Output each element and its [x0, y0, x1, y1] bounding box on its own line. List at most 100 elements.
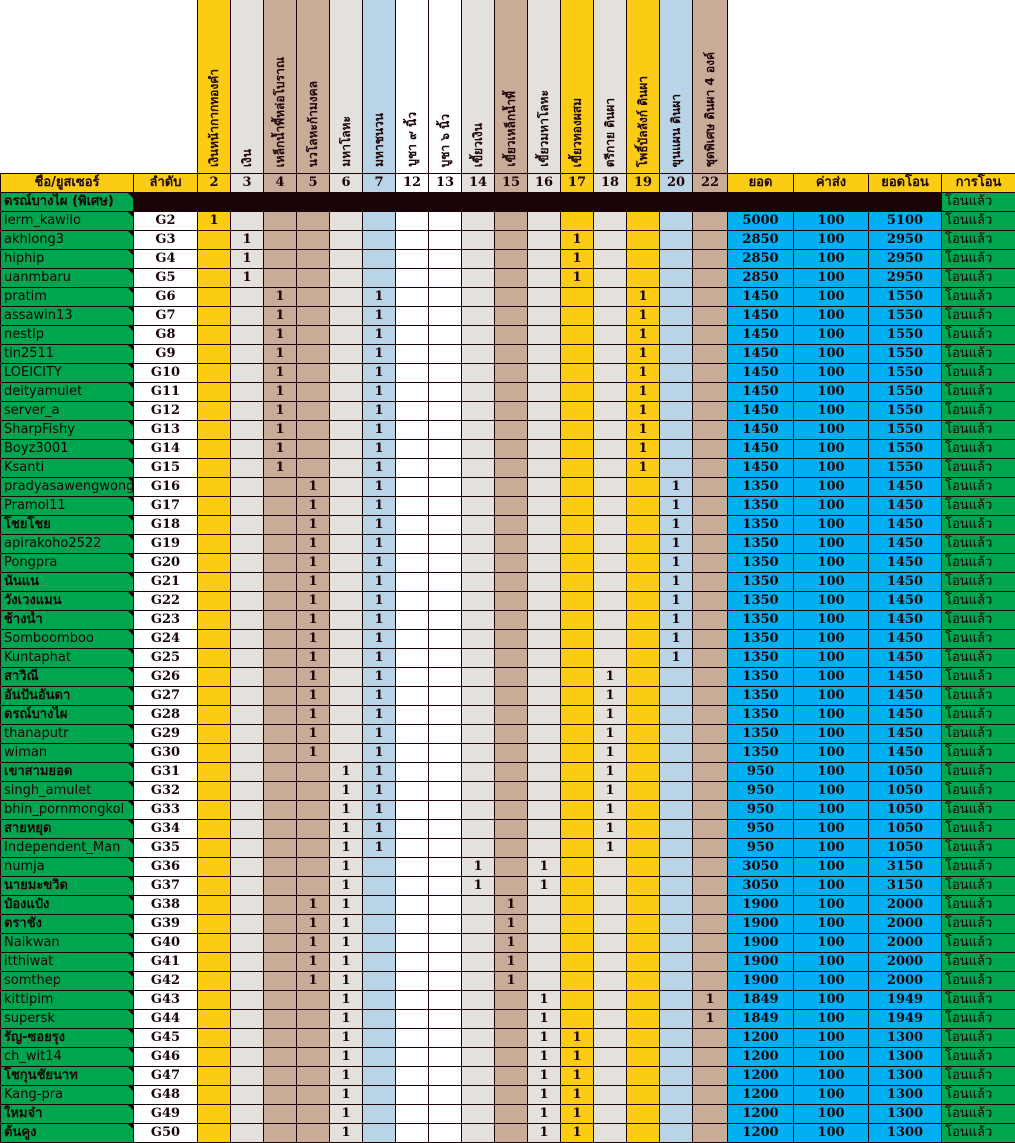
total-cell[interactable]: 1350: [727, 724, 794, 744]
item-qty-cell[interactable]: [329, 591, 363, 611]
item-qty-cell[interactable]: [230, 401, 264, 421]
item-code-header[interactable]: 15: [494, 173, 528, 193]
item-qty-cell[interactable]: [428, 268, 462, 288]
item-qty-cell[interactable]: 1: [296, 724, 330, 744]
item-qty-cell[interactable]: [560, 895, 594, 915]
item-qty-cell[interactable]: [296, 306, 330, 326]
item-qty-cell[interactable]: [692, 610, 728, 630]
item-qty-cell[interactable]: [692, 1085, 728, 1105]
item-qty-cell[interactable]: [230, 914, 264, 934]
item-name-header[interactable]: เหล็กน้ำพี้หล่อโบราณ: [263, 0, 297, 174]
item-qty-cell[interactable]: [494, 838, 528, 858]
status-cell[interactable]: โอนแล้ว: [941, 971, 1015, 991]
item-qty-cell[interactable]: [395, 743, 429, 763]
name-cell[interactable]: pratim: [0, 287, 134, 307]
order-cell[interactable]: G42: [133, 971, 198, 991]
item-qty-cell[interactable]: [329, 439, 363, 459]
item-name-header[interactable]: บูชา ๙ นิ้ว: [395, 0, 429, 174]
item-qty-cell[interactable]: [626, 819, 660, 839]
item-qty-cell[interactable]: [461, 1047, 495, 1067]
transfer-total-cell[interactable]: 1450: [868, 591, 942, 611]
order-cell[interactable]: G43: [133, 990, 198, 1010]
item-qty-cell[interactable]: [494, 591, 528, 611]
item-qty-cell[interactable]: [230, 382, 264, 402]
item-qty-cell[interactable]: [659, 420, 693, 440]
item-qty-cell[interactable]: [395, 458, 429, 478]
item-qty-cell[interactable]: 1: [362, 439, 396, 459]
item-qty-cell[interactable]: [659, 1028, 693, 1048]
item-qty-cell[interactable]: [527, 249, 561, 269]
item-qty-cell[interactable]: [593, 230, 627, 250]
item-qty-cell[interactable]: [263, 990, 297, 1010]
name-cell[interactable]: เขาสามยอด: [0, 762, 134, 782]
item-qty-cell[interactable]: 1: [527, 1028, 561, 1048]
item-qty-cell[interactable]: [197, 1066, 231, 1086]
total-cell[interactable]: 1450: [727, 306, 794, 326]
item-qty-cell[interactable]: [230, 952, 264, 972]
status-cell[interactable]: โอนแล้ว: [941, 211, 1015, 231]
item-qty-cell[interactable]: [296, 363, 330, 383]
item-qty-cell[interactable]: [560, 382, 594, 402]
item-code-header[interactable]: 20: [659, 173, 693, 193]
item-qty-cell[interactable]: [692, 1123, 728, 1143]
item-qty-cell[interactable]: [461, 800, 495, 820]
item-qty-cell[interactable]: 1: [593, 800, 627, 820]
item-qty-cell[interactable]: 1: [362, 705, 396, 725]
blank-cell[interactable]: [941, 0, 1015, 174]
item-qty-cell[interactable]: [428, 477, 462, 497]
shipping-cell[interactable]: 100: [793, 1047, 869, 1067]
order-cell[interactable]: G46: [133, 1047, 198, 1067]
item-qty-cell[interactable]: 1: [263, 420, 297, 440]
item-qty-cell[interactable]: [692, 914, 728, 934]
item-qty-cell[interactable]: [593, 857, 627, 877]
item-qty-cell[interactable]: [263, 553, 297, 573]
item-qty-cell[interactable]: [263, 515, 297, 535]
item-qty-cell[interactable]: [494, 610, 528, 630]
item-qty-cell[interactable]: [395, 1028, 429, 1048]
item-qty-cell[interactable]: [626, 686, 660, 706]
item-qty-cell[interactable]: [296, 800, 330, 820]
item-qty-cell[interactable]: 1: [560, 1123, 594, 1143]
item-qty-cell[interactable]: [197, 724, 231, 744]
shipping-cell[interactable]: 100: [793, 952, 869, 972]
item-qty-cell[interactable]: [659, 1104, 693, 1124]
item-qty-cell[interactable]: [230, 344, 264, 364]
order-cell[interactable]: G39: [133, 914, 198, 934]
item-qty-cell[interactable]: [263, 268, 297, 288]
item-qty-cell[interactable]: [692, 705, 728, 725]
item-qty-cell[interactable]: [626, 743, 660, 763]
item-qty-cell[interactable]: [329, 534, 363, 554]
item-qty-cell[interactable]: 1: [527, 857, 561, 877]
item-qty-cell[interactable]: [626, 933, 660, 953]
item-qty-cell[interactable]: [626, 724, 660, 744]
item-qty-cell[interactable]: [692, 971, 728, 991]
name-cell[interactable]: Naikwan: [0, 933, 134, 953]
item-qty-cell[interactable]: [197, 990, 231, 1010]
item-qty-cell[interactable]: [461, 1028, 495, 1048]
item-qty-cell[interactable]: 1: [362, 344, 396, 364]
item-qty-cell[interactable]: [494, 629, 528, 649]
item-qty-cell[interactable]: [659, 382, 693, 402]
item-qty-cell[interactable]: [329, 572, 363, 592]
item-qty-cell[interactable]: 1: [626, 420, 660, 440]
order-cell[interactable]: G37: [133, 876, 198, 896]
item-qty-cell[interactable]: [560, 800, 594, 820]
item-qty-cell[interactable]: 1: [626, 306, 660, 326]
item-qty-cell[interactable]: [527, 838, 561, 858]
order-cell[interactable]: G15: [133, 458, 198, 478]
item-qty-cell[interactable]: [230, 1047, 264, 1067]
item-qty-cell[interactable]: [626, 610, 660, 630]
status-cell[interactable]: โอนแล้ว: [941, 857, 1015, 877]
item-qty-cell[interactable]: [527, 553, 561, 573]
item-qty-cell[interactable]: [296, 230, 330, 250]
item-qty-cell[interactable]: [494, 287, 528, 307]
item-qty-cell[interactable]: [593, 990, 627, 1010]
item-qty-cell[interactable]: [296, 819, 330, 839]
item-qty-cell[interactable]: 1: [527, 1047, 561, 1067]
status-cell[interactable]: โอนแล้ว: [941, 458, 1015, 478]
header-shipping[interactable]: ค่าส่ง: [793, 173, 869, 193]
status-cell[interactable]: โอนแล้ว: [941, 629, 1015, 649]
name-cell[interactable]: Independent_Man: [0, 838, 134, 858]
item-qty-cell[interactable]: [692, 363, 728, 383]
item-qty-cell[interactable]: [692, 534, 728, 554]
